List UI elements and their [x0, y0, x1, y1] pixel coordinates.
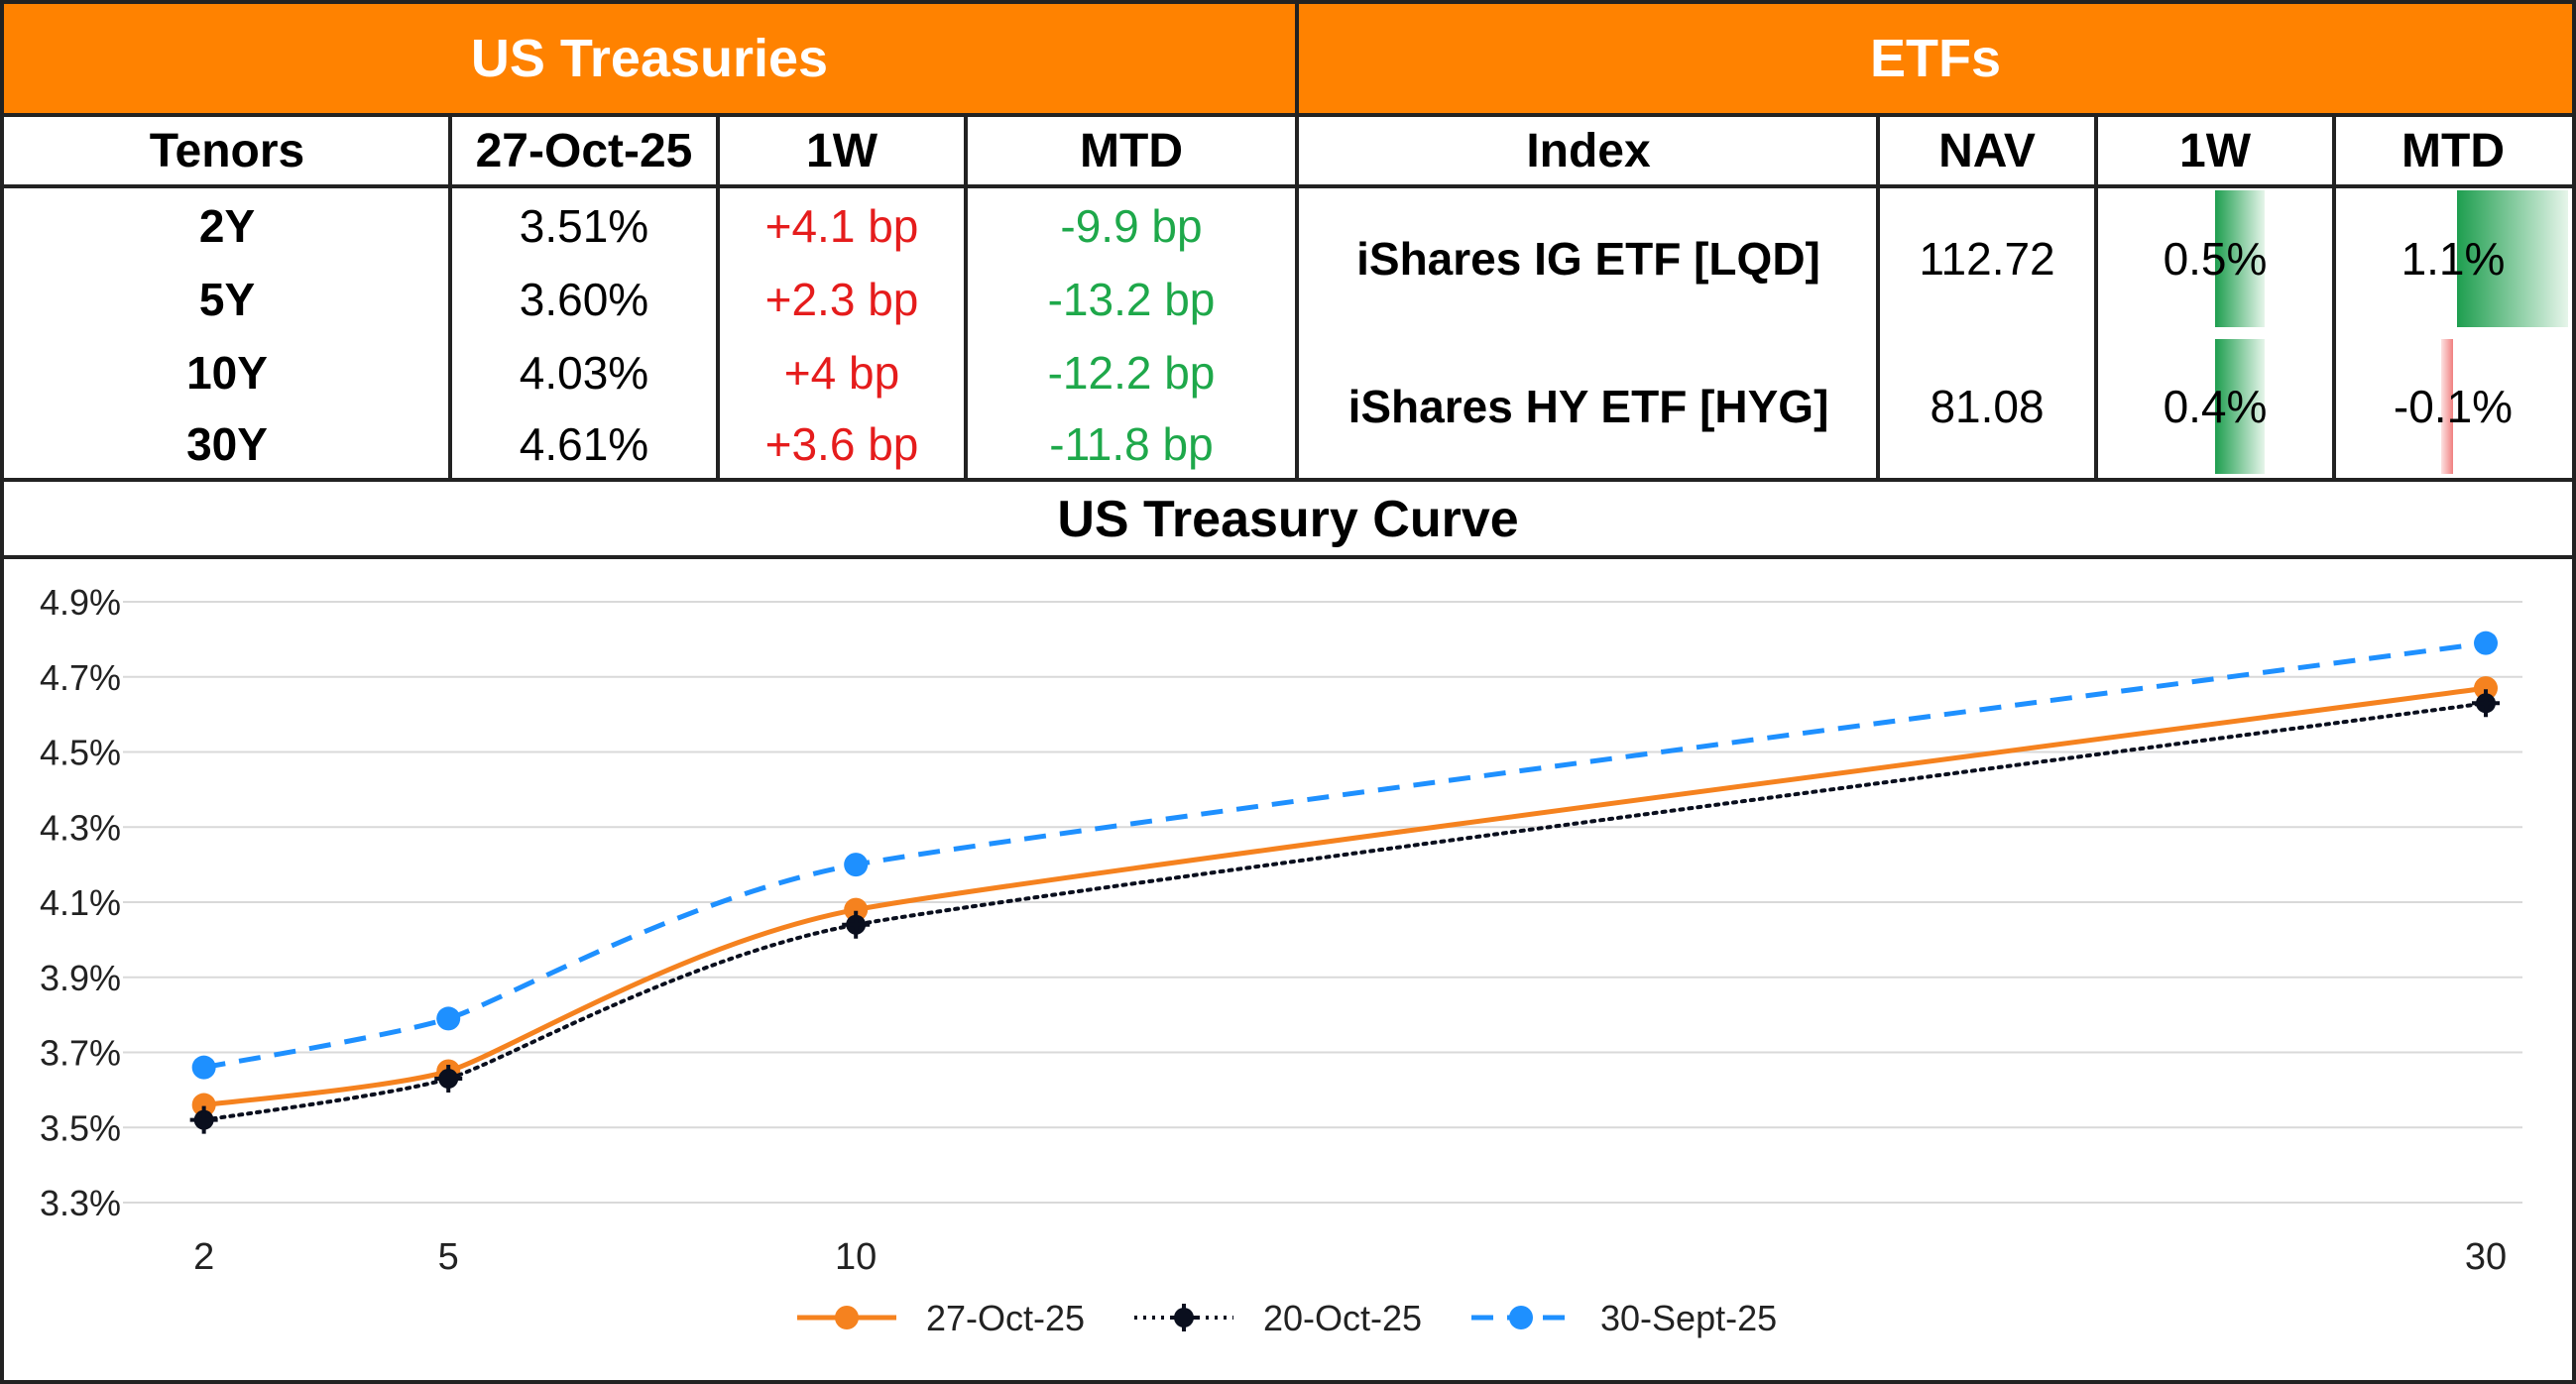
tenor-label: 10Y [186, 347, 268, 399]
legend-marker [1509, 1306, 1533, 1329]
data-point [844, 853, 869, 877]
series-27-Oct-25 [191, 676, 2499, 1117]
col-header-nav: NAV [1938, 124, 2036, 177]
series-20-Oct-25 [189, 689, 2501, 1134]
y-tick-label: 4.9% [40, 582, 121, 623]
legend-item: 27-Oct-25 [797, 1298, 1085, 1338]
etf-name: iShares IG ETF [LQD] [1356, 233, 1820, 285]
data-point [436, 1006, 461, 1031]
x-tick-label: 5 [438, 1236, 459, 1278]
divider [448, 113, 452, 482]
y-tick-label: 3.3% [40, 1183, 121, 1223]
col-header-mtd: MTD [1080, 124, 1183, 177]
tenor-label: 2Y [198, 200, 256, 252]
databar-hyg-1w [2215, 339, 2265, 474]
data-point [2474, 676, 2499, 701]
gridlines [123, 601, 2522, 1204]
divider [2094, 113, 2098, 482]
divider [2332, 113, 2336, 482]
x-tick-label: 10 [835, 1236, 877, 1278]
change-mtd: -11.8 bp [1049, 418, 1214, 470]
y-tick-label: 3.9% [40, 958, 121, 998]
series-line [201, 701, 2489, 1122]
col-header-index: Index [1526, 124, 1651, 177]
legend-item: 30-Sept-25 [1471, 1298, 1777, 1338]
yield-value: 4.61% [519, 418, 649, 470]
etf-mtd: 1.1% [2400, 233, 2506, 285]
divider [716, 113, 720, 482]
series-line [203, 685, 2487, 1108]
data-point [191, 1055, 216, 1080]
tenor-label: 30Y [186, 418, 268, 470]
data-point [2472, 689, 2501, 718]
databar-lqd-1w [2215, 190, 2265, 327]
legend-item: 20-Oct-25 [1134, 1298, 1422, 1338]
etf-mtd: -0.1% [2393, 381, 2514, 432]
y-axis-ticks: 4.9% 4.7% 4.5% 4.3% 4.1% 3.9% 3.7% 3.5% 3.3% [40, 582, 121, 1223]
col-header-tenors: Tenors [149, 124, 305, 177]
divider [964, 113, 968, 482]
yield-value: 3.60% [519, 274, 649, 325]
y-tick-label: 4.1% [40, 882, 121, 923]
change-mtd: -12.2 bp [1047, 347, 1216, 399]
etf-name: iShares HY ETF [HYG] [1347, 381, 1829, 432]
treasury-curve-chart: 4.9% 4.7% 4.5% 4.3% 4.1% 3.9% 3.7% 3.5% 3.3% 2 5 1… [40, 582, 2522, 1338]
data-point [844, 897, 869, 922]
etfs-title: ETFs [1299, 4, 2572, 113]
legend-label: 20-Oct-25 [1263, 1298, 1422, 1338]
treasuries-title: US Treasuries [4, 4, 1295, 113]
data-point [2474, 631, 2499, 655]
legend-label: 30-Sept-25 [1600, 1298, 1777, 1338]
change-mtd: -9.9 bp [1060, 200, 1203, 252]
x-tick-label: 30 [2465, 1236, 2507, 1278]
databar-hyg-mtd [2441, 339, 2453, 474]
change-1w: +2.3 bp [764, 274, 919, 325]
y-tick-label: 4.7% [40, 657, 121, 698]
series-lines [189, 631, 2501, 1134]
data-point [434, 1065, 463, 1094]
etf-nav: 112.72 [1919, 233, 2055, 285]
tenor-label: 5Y [198, 274, 256, 325]
y-tick-label: 4.5% [40, 733, 121, 773]
x-axis-ticks: 2 5 10 30 [193, 1236, 2507, 1278]
change-1w: +4 bp [783, 347, 900, 399]
col-header-1w: 1W [806, 124, 878, 177]
legend-label: 27-Oct-25 [926, 1298, 1085, 1338]
divider [0, 184, 2576, 188]
chart-panel [0, 478, 2576, 1384]
y-tick-label: 3.5% [40, 1107, 121, 1148]
x-tick-label: 2 [193, 1236, 214, 1278]
etf-1w: 0.4% [2163, 381, 2268, 432]
legend: 27-Oct-25 20-Oct-25 30-Sept-25 [797, 1298, 1777, 1338]
databar-lqd-mtd [2457, 190, 2568, 327]
change-mtd: -13.2 bp [1047, 274, 1216, 325]
data-point [189, 1105, 218, 1134]
divider [0, 113, 2576, 117]
divider [1876, 113, 1880, 482]
col-header-etf-mtd: MTD [2401, 124, 2505, 177]
col-header-etf-1w: 1W [2179, 124, 2251, 177]
yield-value: 4.03% [519, 347, 649, 399]
yield-value: 3.51% [519, 200, 649, 252]
legend-marker [1170, 1304, 1198, 1331]
col-header-date: 27-Oct-25 [475, 124, 693, 177]
y-tick-label: 3.7% [40, 1033, 121, 1074]
divider [0, 555, 2576, 559]
legend-marker [835, 1306, 859, 1329]
series-30-Sept-25 [191, 631, 2499, 1080]
etf-1w: 0.5% [2163, 233, 2268, 285]
data-point [191, 1093, 216, 1117]
data-point [842, 910, 871, 939]
etf-nav: 81.08 [1930, 381, 2045, 432]
change-1w: +4.1 bp [764, 200, 919, 252]
chart-title: US Treasury Curve [1057, 491, 1519, 548]
y-tick-label: 4.3% [40, 807, 121, 848]
change-1w: +3.6 bp [764, 418, 919, 470]
